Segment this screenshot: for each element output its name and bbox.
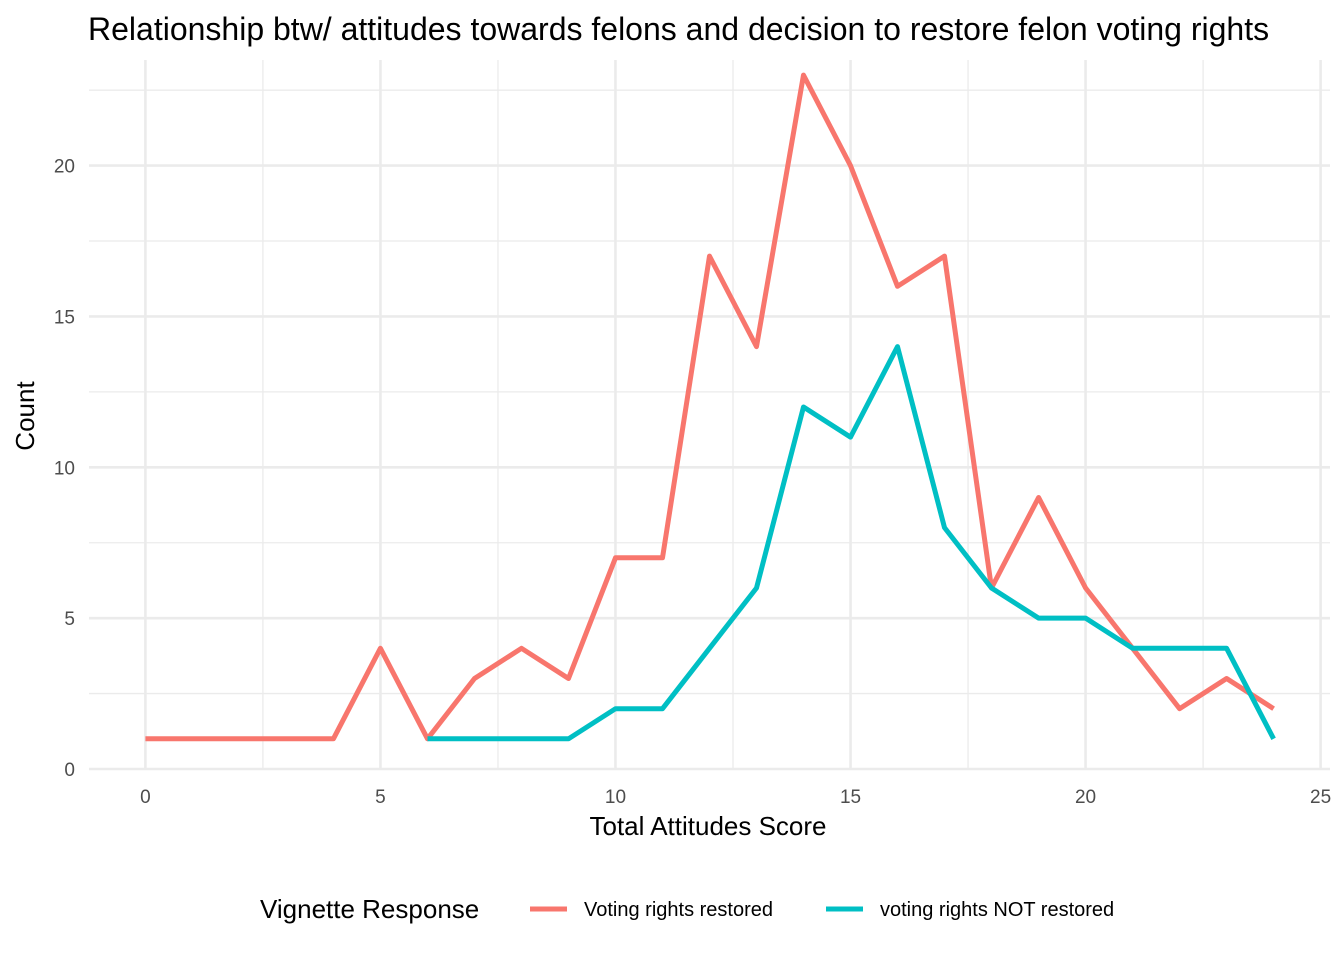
- grid: [89, 60, 1330, 771]
- x-tick-label: 20: [1075, 787, 1096, 808]
- y-tick-label: 15: [54, 307, 75, 328]
- x-axis-ticks: 0 5 10 15 20 25: [140, 787, 1331, 808]
- legend-label-2: voting rights NOT restored: [880, 899, 1114, 921]
- chart-title: Relationship btw/ attitudes towards felo…: [88, 11, 1269, 47]
- series-layer: [145, 72, 1276, 742]
- y-tick-label: 5: [64, 609, 75, 630]
- x-axis-title: Total Attitudes Score: [589, 811, 826, 841]
- y-tick-label: 0: [64, 760, 75, 781]
- x-tick-label: 5: [375, 787, 386, 808]
- series-line-2: [427, 344, 1276, 742]
- y-tick-label: 10: [54, 458, 75, 479]
- legend-label-1: Voting rights restored: [584, 899, 773, 921]
- x-tick-label: 10: [605, 787, 626, 808]
- legend: Vignette Response Voting rights restored…: [260, 894, 1114, 924]
- x-tick-label: 25: [1310, 787, 1331, 808]
- legend-title: Vignette Response: [260, 894, 479, 924]
- x-tick-label: 15: [840, 787, 861, 808]
- y-axis-title: Count: [10, 381, 40, 451]
- y-axis-ticks: 0 5 10 15 20: [54, 157, 75, 781]
- series-line-1: [145, 72, 1275, 742]
- y-tick-label: 20: [54, 157, 75, 178]
- x-tick-label: 0: [140, 787, 151, 808]
